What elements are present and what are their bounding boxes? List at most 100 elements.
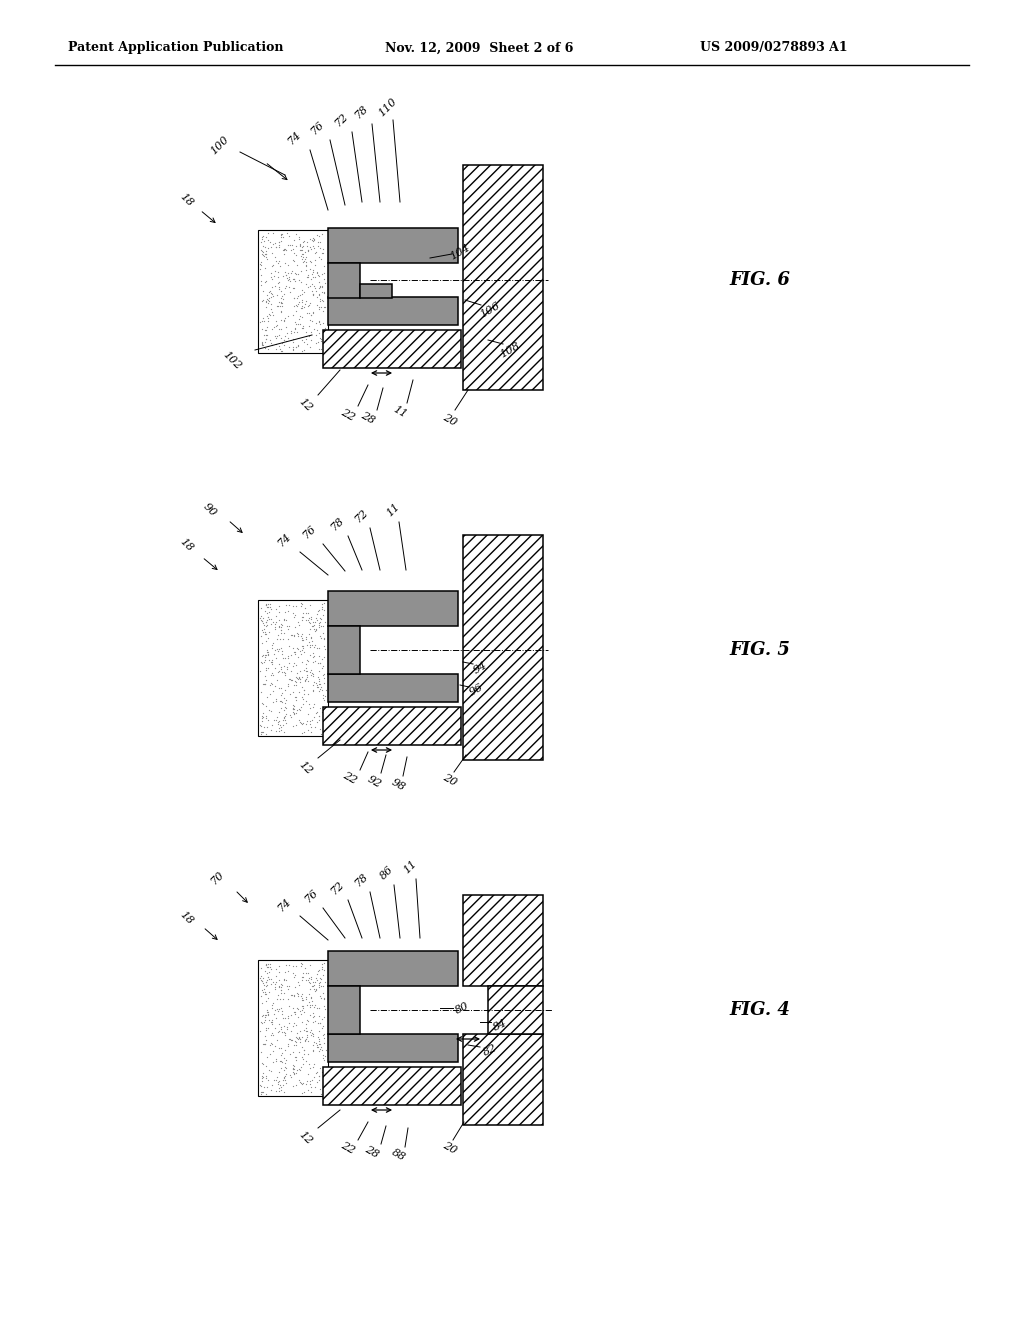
- Point: [286, 268, 302, 289]
- Text: 12: 12: [296, 396, 313, 413]
- Point: [270, 660, 287, 681]
- Point: [310, 312, 327, 333]
- Point: [294, 623, 310, 644]
- Point: [254, 334, 270, 355]
- Text: 72: 72: [334, 111, 350, 128]
- Point: [281, 995, 297, 1016]
- Point: [254, 611, 270, 632]
- Point: [253, 957, 269, 978]
- Point: [297, 957, 313, 978]
- Point: [293, 298, 309, 319]
- Point: [290, 335, 306, 356]
- Point: [300, 276, 316, 297]
- Point: [291, 1027, 307, 1048]
- Point: [265, 680, 282, 701]
- Point: [255, 280, 271, 301]
- Point: [314, 701, 331, 722]
- Point: [280, 975, 296, 997]
- Point: [292, 668, 308, 689]
- Point: [280, 222, 296, 243]
- Point: [271, 1061, 288, 1082]
- Point: [276, 1015, 293, 1036]
- Point: [260, 657, 276, 678]
- Point: [294, 330, 310, 351]
- Point: [311, 974, 328, 995]
- Point: [254, 708, 270, 729]
- Point: [291, 1069, 307, 1090]
- Point: [286, 1035, 302, 1056]
- Point: [284, 260, 300, 281]
- Point: [297, 246, 313, 267]
- Point: [309, 1027, 326, 1048]
- Point: [315, 975, 332, 997]
- Point: [296, 1019, 312, 1040]
- Point: [268, 710, 285, 731]
- Point: [311, 247, 328, 268]
- Point: [265, 223, 282, 244]
- Point: [299, 1030, 315, 1051]
- Point: [259, 248, 275, 269]
- Point: [273, 619, 290, 640]
- Point: [257, 242, 273, 263]
- Point: [311, 678, 328, 700]
- Point: [280, 989, 296, 1010]
- Point: [263, 1032, 280, 1053]
- Point: [258, 1002, 274, 1023]
- Point: [288, 313, 304, 334]
- Point: [290, 1028, 306, 1049]
- Point: [271, 638, 288, 659]
- Point: [275, 240, 292, 261]
- Point: [264, 635, 281, 656]
- Point: [274, 682, 291, 704]
- Point: [254, 1065, 270, 1086]
- Point: [259, 288, 275, 309]
- Point: [290, 623, 306, 644]
- Point: [315, 1032, 332, 1053]
- Point: [285, 337, 301, 358]
- Point: [312, 607, 329, 628]
- Point: [285, 638, 301, 659]
- Point: [270, 1038, 287, 1059]
- Point: [298, 329, 314, 350]
- Point: [262, 675, 279, 696]
- Text: 28: 28: [364, 1144, 381, 1160]
- Point: [261, 622, 278, 643]
- Point: [259, 606, 275, 627]
- Point: [281, 954, 297, 975]
- Point: [272, 223, 289, 244]
- Point: [258, 271, 274, 292]
- Point: [263, 298, 280, 319]
- Text: 80: 80: [454, 1001, 471, 1015]
- Point: [268, 958, 285, 979]
- Point: [300, 325, 316, 346]
- Point: [313, 1039, 330, 1060]
- Point: [314, 1078, 331, 1100]
- Bar: [328, 263, 360, 298]
- Point: [303, 330, 319, 351]
- Point: [305, 1002, 322, 1023]
- Point: [263, 672, 280, 693]
- Point: [314, 223, 331, 244]
- Point: [280, 673, 296, 694]
- Text: Nov. 12, 2009  Sheet 2 of 6: Nov. 12, 2009 Sheet 2 of 6: [385, 41, 573, 54]
- Point: [264, 995, 281, 1016]
- Point: [271, 279, 288, 300]
- Point: [280, 1035, 296, 1056]
- Point: [274, 628, 291, 649]
- Point: [294, 1082, 310, 1104]
- Point: [257, 990, 273, 1011]
- Point: [255, 644, 271, 665]
- Point: [267, 326, 284, 347]
- Point: [301, 623, 317, 644]
- Point: [257, 611, 273, 632]
- Point: [309, 676, 326, 697]
- Point: [293, 246, 309, 267]
- Point: [287, 642, 303, 663]
- Point: [278, 265, 294, 286]
- Point: [309, 231, 326, 252]
- Point: [300, 267, 316, 288]
- Point: [304, 696, 321, 717]
- Point: [290, 626, 306, 647]
- Point: [258, 624, 274, 645]
- Text: 82: 82: [481, 1043, 499, 1057]
